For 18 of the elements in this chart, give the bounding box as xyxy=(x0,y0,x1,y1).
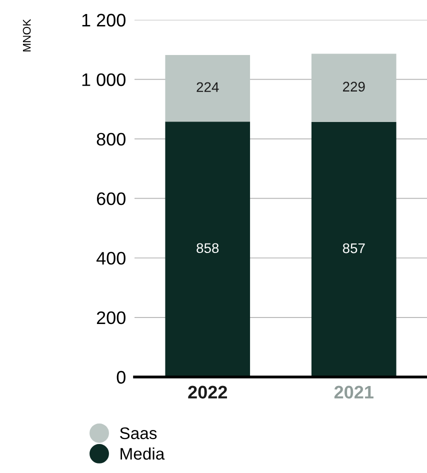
data-label: 229 xyxy=(342,82,365,92)
data-label: 857 xyxy=(342,243,365,254)
y-tick-label: 200 xyxy=(96,311,126,324)
y-tick-label: 400 xyxy=(96,252,126,265)
x-tick-label: 2022 xyxy=(188,386,227,399)
data-label: 224 xyxy=(196,82,219,92)
data-label: 858 xyxy=(196,243,219,254)
y-tick-label: 1 200 xyxy=(82,14,126,27)
legend-label: Media xyxy=(120,447,165,460)
y-tick-label: 0 xyxy=(116,370,126,384)
y-axis-title: MNOK xyxy=(22,19,31,52)
y-tick-label: 600 xyxy=(96,192,126,206)
y-tick-label: 1 000 xyxy=(82,73,126,86)
y-tick-label: 800 xyxy=(96,132,126,146)
bar xyxy=(165,122,250,377)
legend-label: Saas xyxy=(120,427,157,440)
x-tick-label: 2021 xyxy=(334,386,374,399)
bar xyxy=(311,122,396,377)
